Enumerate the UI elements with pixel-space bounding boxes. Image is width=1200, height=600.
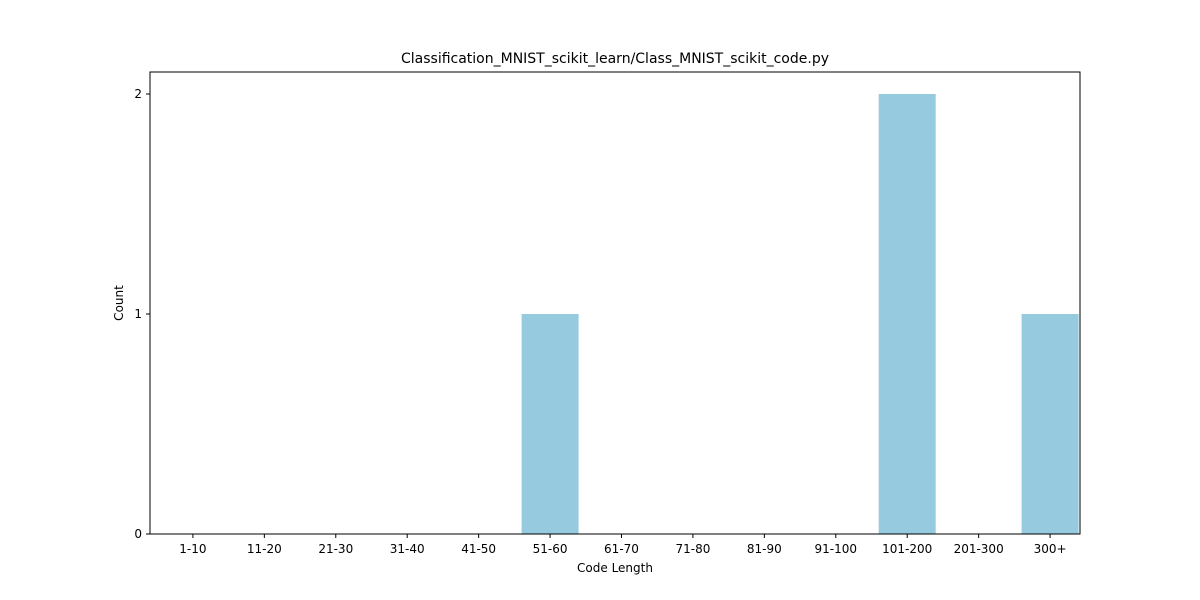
x-tick-label: 201-300 — [954, 542, 1004, 556]
x-tick-label: 61-70 — [604, 542, 639, 556]
x-tick-label: 21-30 — [318, 542, 353, 556]
x-tick-label: 91-100 — [815, 542, 858, 556]
x-axis-ticks: 1-10 11-20 21-30 31-40 41-50 51-60 61-70 71-80 8… — [179, 534, 1067, 556]
plot-frame — [149, 71, 1081, 535]
x-tick-label: 300+ — [1034, 542, 1067, 556]
bar-101-200 — [878, 94, 936, 534]
chart-title: Classification_MNIST_scikit_learn/Class_… — [401, 51, 829, 67]
x-tick-label: 81-90 — [747, 542, 782, 556]
bars-group — [521, 94, 1079, 534]
bar-51-60 — [521, 314, 579, 534]
x-tick-label: 51-60 — [533, 542, 568, 556]
x-axis-label: Code Length — [577, 561, 653, 575]
x-tick-label: 31-40 — [390, 542, 425, 556]
x-tick-label: 41-50 — [461, 542, 496, 556]
y-axis-label: Count — [112, 285, 126, 321]
x-tick-label: 1-10 — [179, 542, 206, 556]
x-tick-label: 11-20 — [247, 542, 282, 556]
y-tick-label: 2 — [134, 87, 142, 101]
y-tick-label: 0 — [134, 527, 142, 541]
y-axis-ticks: 0 1 2 — [134, 87, 150, 541]
x-tick-label: 101-200 — [882, 542, 932, 556]
y-tick-label: 1 — [134, 307, 142, 321]
x-tick-label: 71-80 — [675, 542, 710, 556]
bar-300+ — [1021, 314, 1079, 534]
